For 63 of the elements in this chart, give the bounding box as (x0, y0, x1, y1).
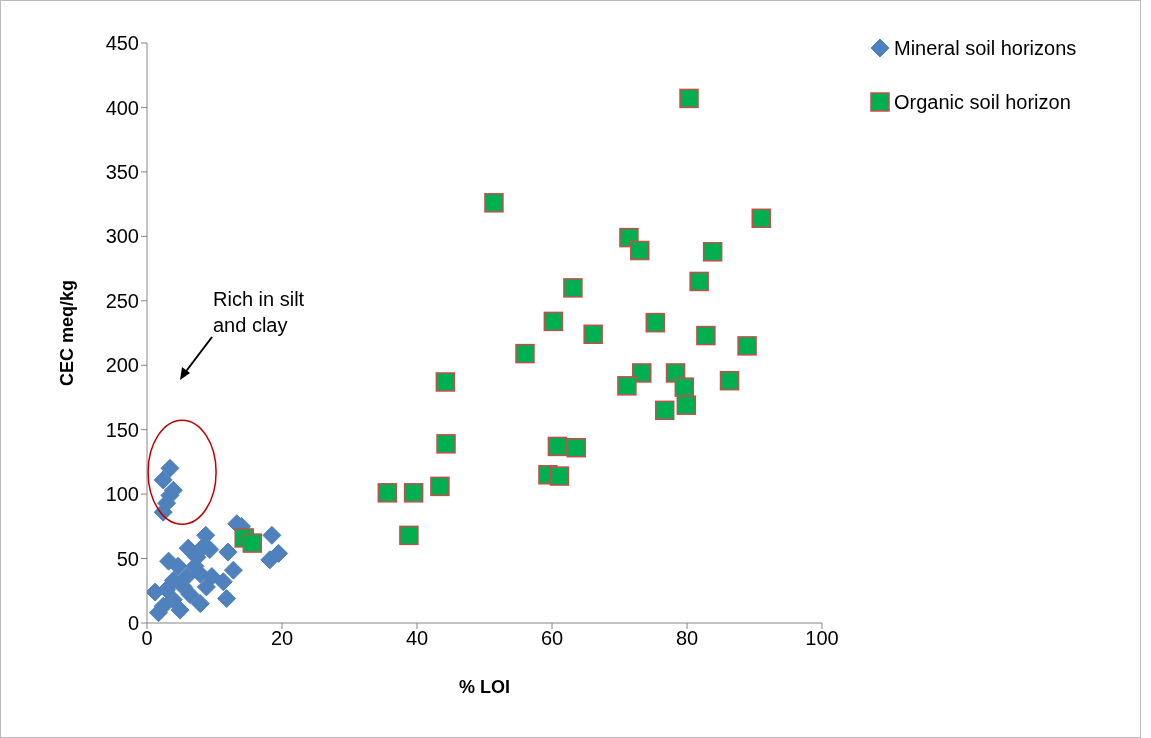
y-tick-label: 0 (127, 612, 139, 635)
point (213, 572, 233, 592)
point (566, 437, 587, 458)
point (547, 436, 568, 457)
point (223, 560, 243, 580)
point (260, 550, 280, 570)
point (484, 193, 504, 213)
y-tick-label: 150 (105, 418, 139, 441)
point (436, 434, 456, 454)
point (190, 594, 210, 614)
point (617, 376, 637, 396)
point (676, 395, 697, 415)
point (160, 458, 180, 478)
point (242, 533, 263, 553)
point (196, 577, 216, 597)
y-tick-label: 400 (105, 96, 139, 119)
x-tick-label: 40 (405, 627, 429, 650)
point (645, 312, 666, 333)
point (583, 324, 603, 345)
legend-label: Mineral soil horizons (894, 36, 1077, 60)
point (430, 476, 450, 497)
point (153, 470, 173, 490)
point (737, 336, 757, 356)
point (196, 525, 216, 545)
y-tick-label: 50 (116, 547, 139, 570)
point (435, 372, 456, 392)
point (702, 242, 723, 262)
point (262, 525, 282, 545)
point (168, 556, 188, 576)
point (679, 88, 699, 109)
point (399, 525, 419, 546)
annotation: Rich in silt and clay (213, 287, 306, 338)
point (674, 377, 695, 397)
x-tick-label: 20 (270, 627, 294, 650)
point (719, 370, 740, 391)
point (630, 240, 650, 261)
y-axis-title: CEC meq/kg (57, 279, 78, 387)
y-tick-label: 450 (105, 32, 139, 55)
y-tick-label: 200 (105, 354, 139, 377)
point (549, 466, 570, 486)
point (696, 325, 716, 346)
x-tick-label: 0 (141, 627, 153, 650)
y-tick-label: 100 (105, 483, 139, 506)
point (751, 208, 771, 229)
y-tick-label: 300 (105, 225, 139, 248)
y-tick-label: 350 (105, 160, 139, 183)
legend-label: Organic soil horizon (894, 90, 1071, 114)
point (563, 278, 583, 298)
x-tick-label: 60 (540, 627, 564, 650)
point (377, 483, 398, 503)
point (180, 585, 200, 605)
x-tick-label: 80 (675, 627, 699, 650)
point (217, 589, 237, 609)
point (543, 311, 564, 332)
point (403, 483, 424, 503)
point (632, 363, 652, 383)
point (689, 271, 709, 292)
point (218, 542, 238, 562)
point (654, 400, 675, 421)
x-tick-label: 100 (805, 627, 839, 650)
y-tick-label: 250 (105, 289, 139, 312)
point (515, 343, 535, 364)
x-axis-title: % LOI (458, 677, 511, 697)
